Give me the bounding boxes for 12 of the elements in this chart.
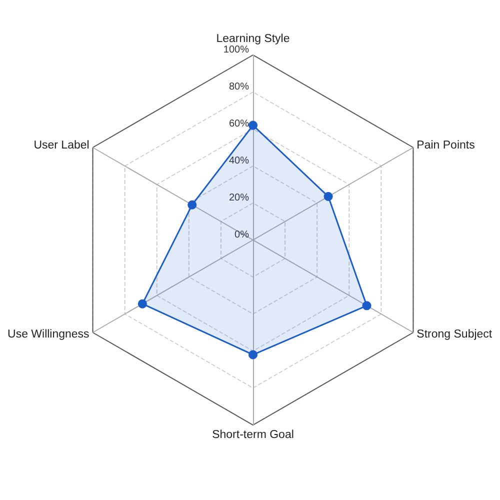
y-tick-label: 80% — [228, 82, 250, 92]
spoke-label: Pain Points — [416, 140, 476, 152]
y-tick-label: 0% — [234, 230, 250, 240]
spoke-label: User Label — [34, 140, 90, 152]
spoke-label: Use Willingness — [8, 328, 90, 340]
y-tick-label: 60% — [228, 118, 250, 130]
y-tick-label: 40% — [228, 156, 250, 166]
spoke-label: Strong Subject — [416, 328, 493, 340]
spoke-label: Learning Style — [216, 33, 290, 46]
y-tick-label: 20% — [228, 192, 250, 204]
spoke-label: Short-term Goal — [212, 429, 294, 441]
y-tick-label: 100% — [223, 44, 250, 56]
